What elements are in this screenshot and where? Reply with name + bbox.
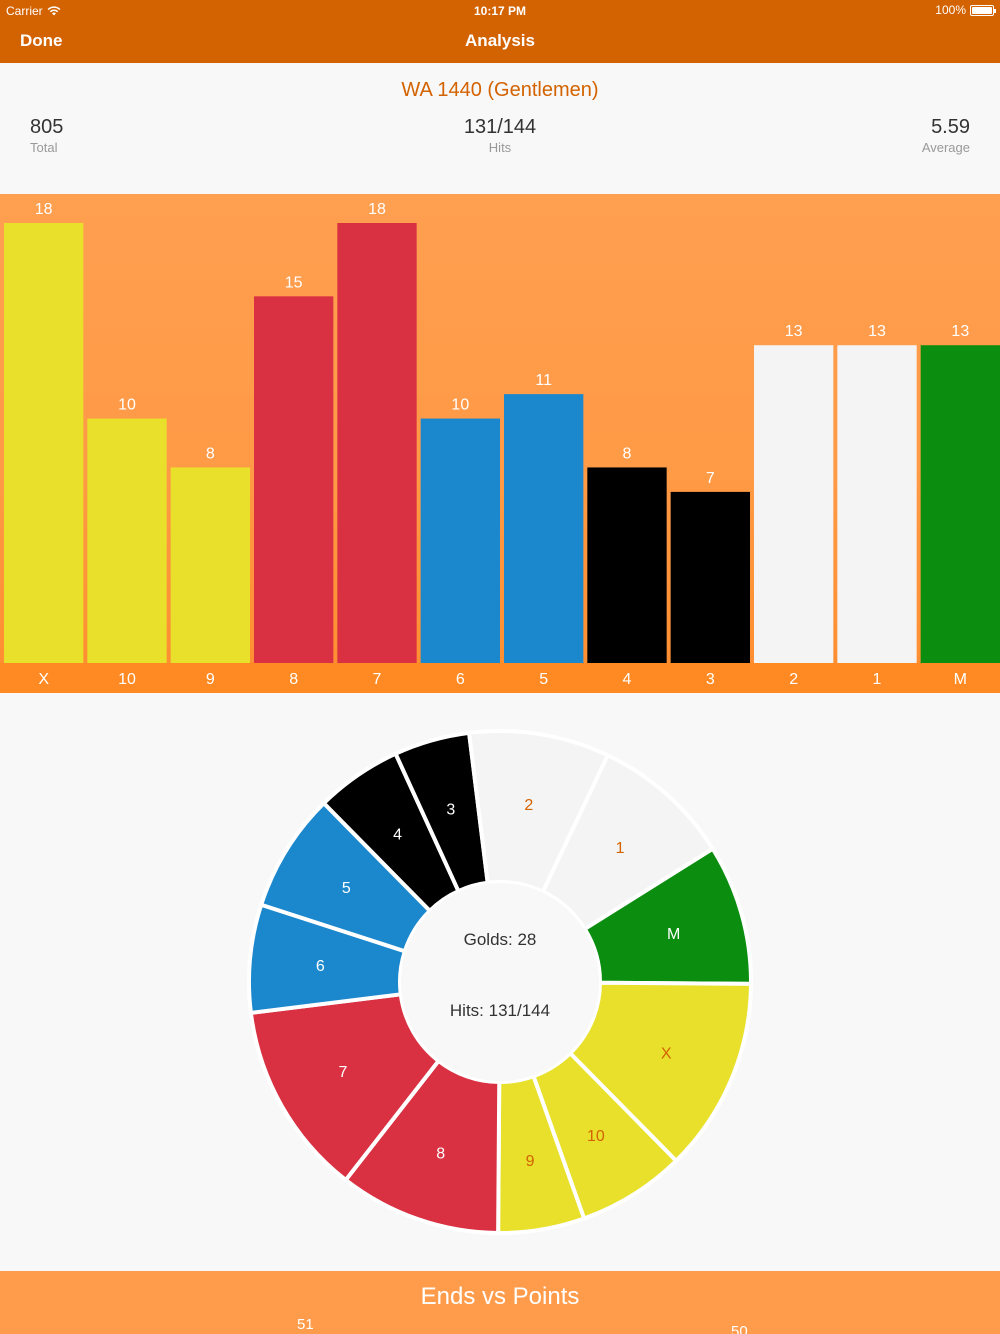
average-value: 5.59 [931,116,970,138]
bar-category-label: X [38,671,49,688]
golds-count: Golds: 28 [464,930,537,949]
donut-slice [342,1058,502,1236]
bar [587,467,667,663]
hits-count: Hits: 131/144 [450,1001,550,1020]
average-label: Average [921,140,970,155]
bar-value-label: 15 [285,274,303,291]
bar-category-label: 10 [118,671,136,688]
score-distribution-bar-chart: 18 X 10 10 8 9 15 8 18 7 10 6 11 5 8 4 7 3 13 2 13 1 13 M [0,194,1000,693]
bar [420,418,500,663]
bar-value-label: 13 [868,323,886,340]
battery-icon [970,4,996,16]
bar-category-label: 1 [873,671,882,688]
bar-axis-strip [0,663,1000,693]
donut-slice-label: 1 [616,840,625,857]
status-bar: Carrier 10:17 PM 100% [0,0,1000,22]
hits-stat: 131/144 Hits [0,116,1000,155]
bar [87,418,167,663]
donut-slice [540,752,716,932]
ends-vs-points-chart: Ends vs Points 51 50 [0,1271,1000,1334]
navigation-bar: Carrier 10:17 PM 100% Done Analysis [0,0,1000,63]
score-donut-chart: M X 10 9 8 7 6 5 4 3 2 1 Golds: 28 Hits: 131/144 [0,693,1000,1271]
wifi-icon [47,6,61,16]
donut-center [401,883,599,1081]
ends-vs-points-title: Ends vs Points [420,1283,580,1310]
donut-slice-label: 9 [526,1153,535,1170]
bar [504,394,584,663]
bar-value-label: 13 [951,323,969,340]
bar-category-label: 9 [206,671,215,688]
total-stat: 805 Total [30,116,63,155]
bar-category-label: 4 [623,671,632,688]
hits-value: 131/144 [463,116,537,138]
bar [920,345,1000,663]
bar-value-label: 8 [623,445,632,462]
round-summary: WA 1440 (Gentlemen) 805 Total 131/144 Hi… [0,63,1000,194]
bar [837,345,917,663]
donut-slice [248,992,442,1183]
ends-data-label: 50 [731,1323,748,1334]
donut-slice-label: M [667,926,680,943]
donut-slice-label: X [661,1045,672,1062]
bar [337,223,417,663]
donut-slice-label: 4 [393,826,402,843]
bar-category-label: M [954,671,967,688]
status-time: 10:17 PM [473,4,527,18]
average-stat: 5.59 Average [922,116,970,155]
bar-value-label: 18 [368,201,386,218]
battery-percent: 100% [935,3,966,17]
donut-slice-label: 2 [524,797,533,814]
page-title: Analysis [465,31,535,50]
donut-slice-label: 3 [446,801,455,818]
bar-value-label: 10 [118,397,136,414]
bar [170,467,250,663]
bar [4,223,84,663]
bar-value-label: 10 [451,397,469,414]
bar-value-label: 13 [785,323,803,340]
bar-category-label: 3 [706,671,715,688]
ends-data-label: 51 [297,1316,314,1333]
bar-category-label: 5 [539,671,548,688]
bar-chart-svg: 18 X 10 10 8 9 15 8 18 7 10 6 11 5 8 4 7 3 13 2 13 1 13 M [0,201,1000,693]
bar [754,345,834,663]
bar [254,296,334,663]
bar-category-label: 6 [456,671,465,688]
bar-category-label: 8 [289,671,298,688]
donut-slice [567,980,754,1164]
donut-slice-label: 7 [339,1064,348,1081]
bar-value-label: 11 [535,372,552,389]
total-label: Total [30,140,58,155]
done-button[interactable]: Done [20,31,63,50]
bar-category-label: 7 [373,671,382,688]
round-name: WA 1440 (Gentlemen) [401,79,599,101]
donut-slice-label: 6 [316,958,325,975]
bar-value-label: 18 [35,201,53,218]
bar-value-label: 7 [706,470,715,487]
donut-slice-label: 10 [587,1128,605,1145]
bar-value-label: 8 [206,445,215,462]
donut-slice-label: 8 [436,1145,445,1162]
bar-category-label: 2 [789,671,798,688]
donut-chart-svg: M X 10 9 8 7 6 5 4 3 2 1 Golds: 28 Hits: 131/144 [247,729,754,1236]
total-value: 805 [30,116,64,138]
donut-slice-label: 5 [342,880,351,897]
carrier-label: Carrier [6,4,43,18]
hits-label: Hits [488,140,512,155]
bar [670,491,750,663]
